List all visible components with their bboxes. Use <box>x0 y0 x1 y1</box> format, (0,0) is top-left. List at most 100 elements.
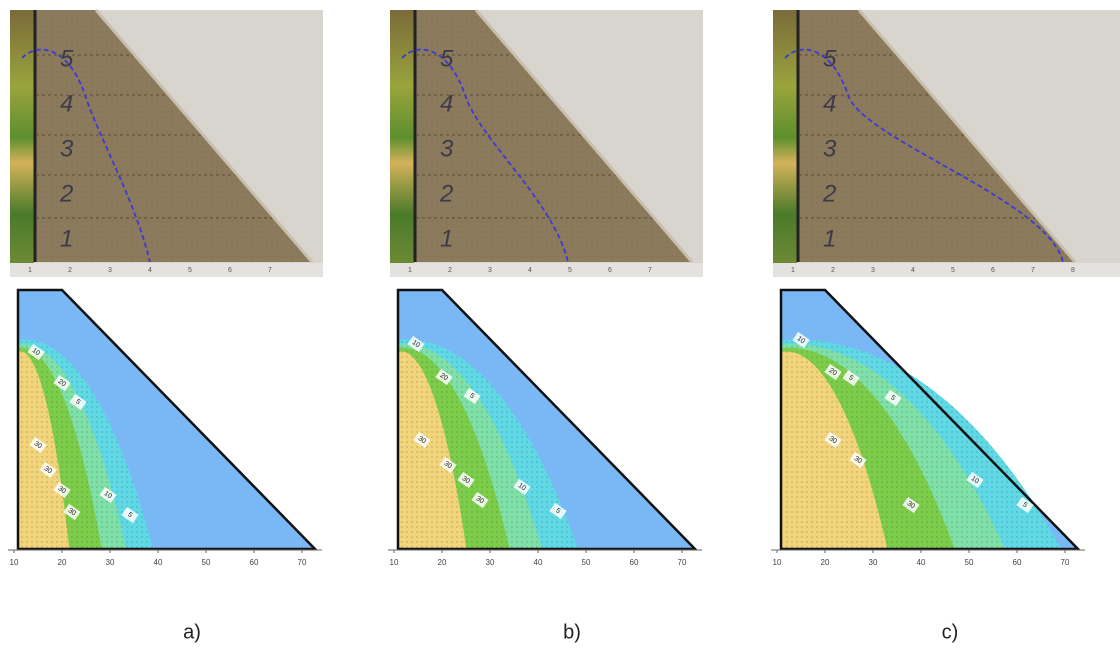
ruler-label: 6 <box>991 267 995 274</box>
dam-face <box>94 9 314 263</box>
x-tick-label: 60 <box>1013 558 1022 567</box>
contour-label: 30 <box>461 475 471 485</box>
caption: b) <box>563 621 581 643</box>
caption: a) <box>183 621 201 643</box>
contour-label-box <box>902 496 920 514</box>
stage-label: 2 <box>439 180 453 207</box>
contour-label-box <box>29 436 47 454</box>
x-tick-label: 50 <box>202 558 211 567</box>
contour-label: 20 <box>828 367 838 377</box>
contour-label-box <box>966 471 984 489</box>
ruler-label: 1 <box>28 267 32 274</box>
contour-label-box <box>824 431 842 449</box>
vector-field <box>398 339 578 549</box>
contour-label: 30 <box>828 435 838 445</box>
phreatic-line <box>21 48 151 263</box>
domain-outline <box>396 288 698 551</box>
contour-label: 30 <box>475 495 485 505</box>
ruler-label: 5 <box>188 267 192 274</box>
ruler <box>773 263 1120 277</box>
vector-field <box>781 339 1061 549</box>
ruler-label: 7 <box>648 267 652 274</box>
contour-label: 10 <box>411 339 421 349</box>
contour-label-box <box>53 374 71 392</box>
contour-label-box <box>407 335 425 353</box>
x-tick-label: 50 <box>582 558 591 567</box>
x-tick-label: 40 <box>534 558 543 567</box>
contour-label-box <box>842 369 860 387</box>
ruler-label: 1 <box>408 267 412 274</box>
contour-label: 30 <box>853 455 863 465</box>
dam-texture <box>797 10 1075 262</box>
contour-label: 10 <box>31 347 41 357</box>
ruler-label: 2 <box>68 267 72 274</box>
domain-outline <box>16 288 318 551</box>
contour-label-box <box>39 461 57 479</box>
contour-label-box <box>884 389 902 407</box>
contour-label-box <box>463 387 481 405</box>
contour-label: 5 <box>74 398 81 406</box>
panel: 1 2 3 4 5 1 2 3 4 5 6 7 10 20 30 40 50 60 70 10 20 5 30 30 30 30 1… <box>388 9 703 643</box>
panel: 1 2 3 4 5 1 2 3 4 5 6 7 8 10 20 30 40 50 60 70 10 20 5 5 30 30 30 1… <box>771 9 1120 643</box>
x-tick-label: 20 <box>58 558 67 567</box>
ruler-label: 4 <box>528 267 532 274</box>
contour-label: 5 <box>847 374 854 382</box>
contour-label: 10 <box>517 482 527 492</box>
contour-label: 5 <box>889 394 896 402</box>
contour-label-box <box>435 368 453 386</box>
stage-label: 1 <box>823 225 836 252</box>
contour-label: 30 <box>57 485 67 495</box>
x-tick-label: 40 <box>154 558 163 567</box>
dam-texture <box>34 10 312 262</box>
caption: c) <box>942 621 959 643</box>
contour-label: 5 <box>554 507 561 515</box>
x-tick-label: 70 <box>1061 558 1070 567</box>
stage-label: 1 <box>60 225 73 252</box>
x-tick-label: 60 <box>630 558 639 567</box>
stage-label: 2 <box>59 180 73 207</box>
ruler-label: 7 <box>268 267 272 274</box>
left-strip <box>773 10 797 265</box>
ruler-label: 3 <box>488 267 492 274</box>
stage-label: 3 <box>440 135 454 162</box>
contour-label: 10 <box>796 335 806 345</box>
ruler-label: 3 <box>108 267 112 274</box>
contour-label: 30 <box>906 500 916 510</box>
stage-label: 5 <box>440 45 454 72</box>
contour-label-box <box>549 502 567 520</box>
contour-label: 20 <box>57 378 67 388</box>
stage-label: 4 <box>440 90 453 117</box>
contour-label-box <box>439 456 457 474</box>
x-tick-label: 10 <box>10 558 19 567</box>
contour-label: 10 <box>970 475 980 485</box>
ruler-label: 8 <box>1071 267 1075 274</box>
dam-face <box>857 9 1077 263</box>
contour-label-box <box>27 343 45 361</box>
ruler-label: 1 <box>791 267 795 274</box>
x-tick-label: 70 <box>678 558 687 567</box>
x-tick-label: 30 <box>486 558 495 567</box>
ruler-label: 5 <box>951 267 955 274</box>
x-tick-label: 30 <box>106 558 115 567</box>
left-strip <box>10 10 34 265</box>
x-tick-label: 50 <box>965 558 974 567</box>
ruler-label: 7 <box>1031 267 1035 274</box>
contour-label: 30 <box>443 460 453 470</box>
contour-label-box <box>513 478 531 496</box>
contour-label-box <box>471 491 489 509</box>
stage-label: 5 <box>823 45 837 72</box>
contour-label: 10 <box>103 490 113 500</box>
stage-label: 3 <box>60 135 74 162</box>
contour-label: 30 <box>67 507 77 517</box>
contour-label-box <box>1016 496 1034 514</box>
contour-label: 30 <box>33 440 43 450</box>
panel: 1 2 3 4 5 1 2 3 4 5 6 7 10 20 30 40 50 60 70 10 20 5 30 30 30 30 1… <box>8 9 323 643</box>
stage-label: 4 <box>60 90 73 117</box>
x-tick-label: 60 <box>250 558 259 567</box>
ruler-label: 6 <box>228 267 232 274</box>
ruler-label: 3 <box>871 267 875 274</box>
ruler-label: 4 <box>148 267 152 274</box>
phreatic-line <box>401 48 569 263</box>
phreatic-line <box>784 48 1064 263</box>
stage-label: 1 <box>440 225 453 252</box>
